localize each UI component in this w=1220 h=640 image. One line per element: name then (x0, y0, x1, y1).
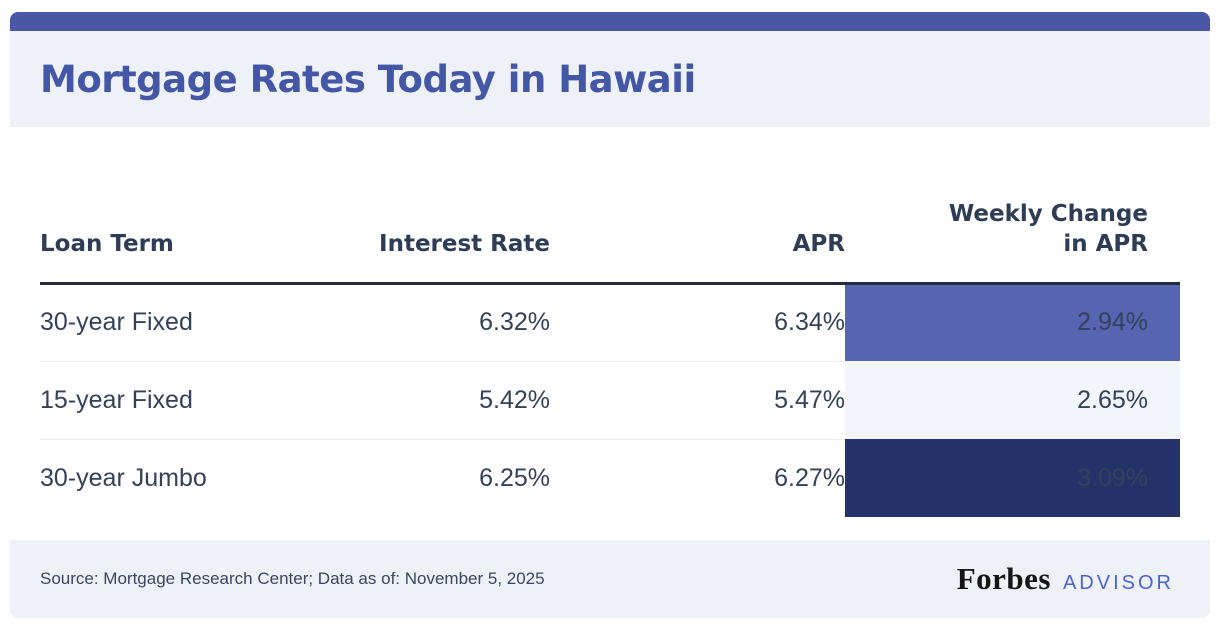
interest-rate-cell: 5.42% (300, 361, 550, 440)
loan-term-cell: 30-year Fixed (40, 283, 300, 362)
top-accent-bar (10, 12, 1210, 31)
forbes-advisor-logo: Forbes ADVISOR (957, 561, 1174, 597)
mortgage-rates-table: Loan Term Interest Rate APR Weekly Chang… (40, 127, 1180, 517)
loan-term-cell: 15-year Fixed (40, 361, 300, 440)
table-header-row: Loan Term Interest Rate APR Weekly Chang… (40, 127, 1180, 285)
weekly-change-cell: 2.94% (845, 283, 1180, 361)
header-band: Mortgage Rates Today in Hawaii (10, 31, 1210, 127)
apr-cell: 6.34% (550, 283, 845, 362)
rates-card: Mortgage Rates Today in Hawaii Loan Term… (10, 12, 1210, 618)
apr-cell: 6.27% (774, 463, 845, 492)
forbes-wordmark: Forbes (956, 561, 1051, 596)
loan-term-cell: 30-year Jumbo (40, 463, 207, 492)
interest-rate-cell: 6.25% (479, 463, 550, 492)
weekly-change-cell: 2.65% (845, 361, 1180, 439)
footer-band: Source: Mortgage Research Center; Data a… (10, 540, 1210, 618)
column-header-loan-term: Loan Term (40, 127, 300, 285)
table-row: 15-year Fixed 5.42% 5.47% 2.65% (40, 361, 1180, 440)
table-row: 30-year Jumbo 6.25% 6.27% 3.09% (40, 439, 1180, 517)
source-attribution: Source: Mortgage Research Center; Data a… (40, 569, 545, 588)
column-header-interest-rate: Interest Rate (300, 127, 550, 285)
interest-rate-cell: 6.32% (300, 283, 550, 362)
table-area: Loan Term Interest Rate APR Weekly Chang… (10, 127, 1210, 540)
column-header-weekly-change: Weekly Change in APR (845, 127, 1180, 285)
apr-cell: 5.47% (550, 361, 845, 440)
advisor-wordmark: ADVISOR (1062, 572, 1174, 594)
column-header-apr: APR (550, 127, 845, 285)
weekly-change-cell: 3.09% (845, 439, 1180, 517)
page-title: Mortgage Rates Today in Hawaii (40, 57, 696, 101)
table-row: 30-year Fixed 6.32% 6.34% 2.94% (40, 283, 1180, 362)
